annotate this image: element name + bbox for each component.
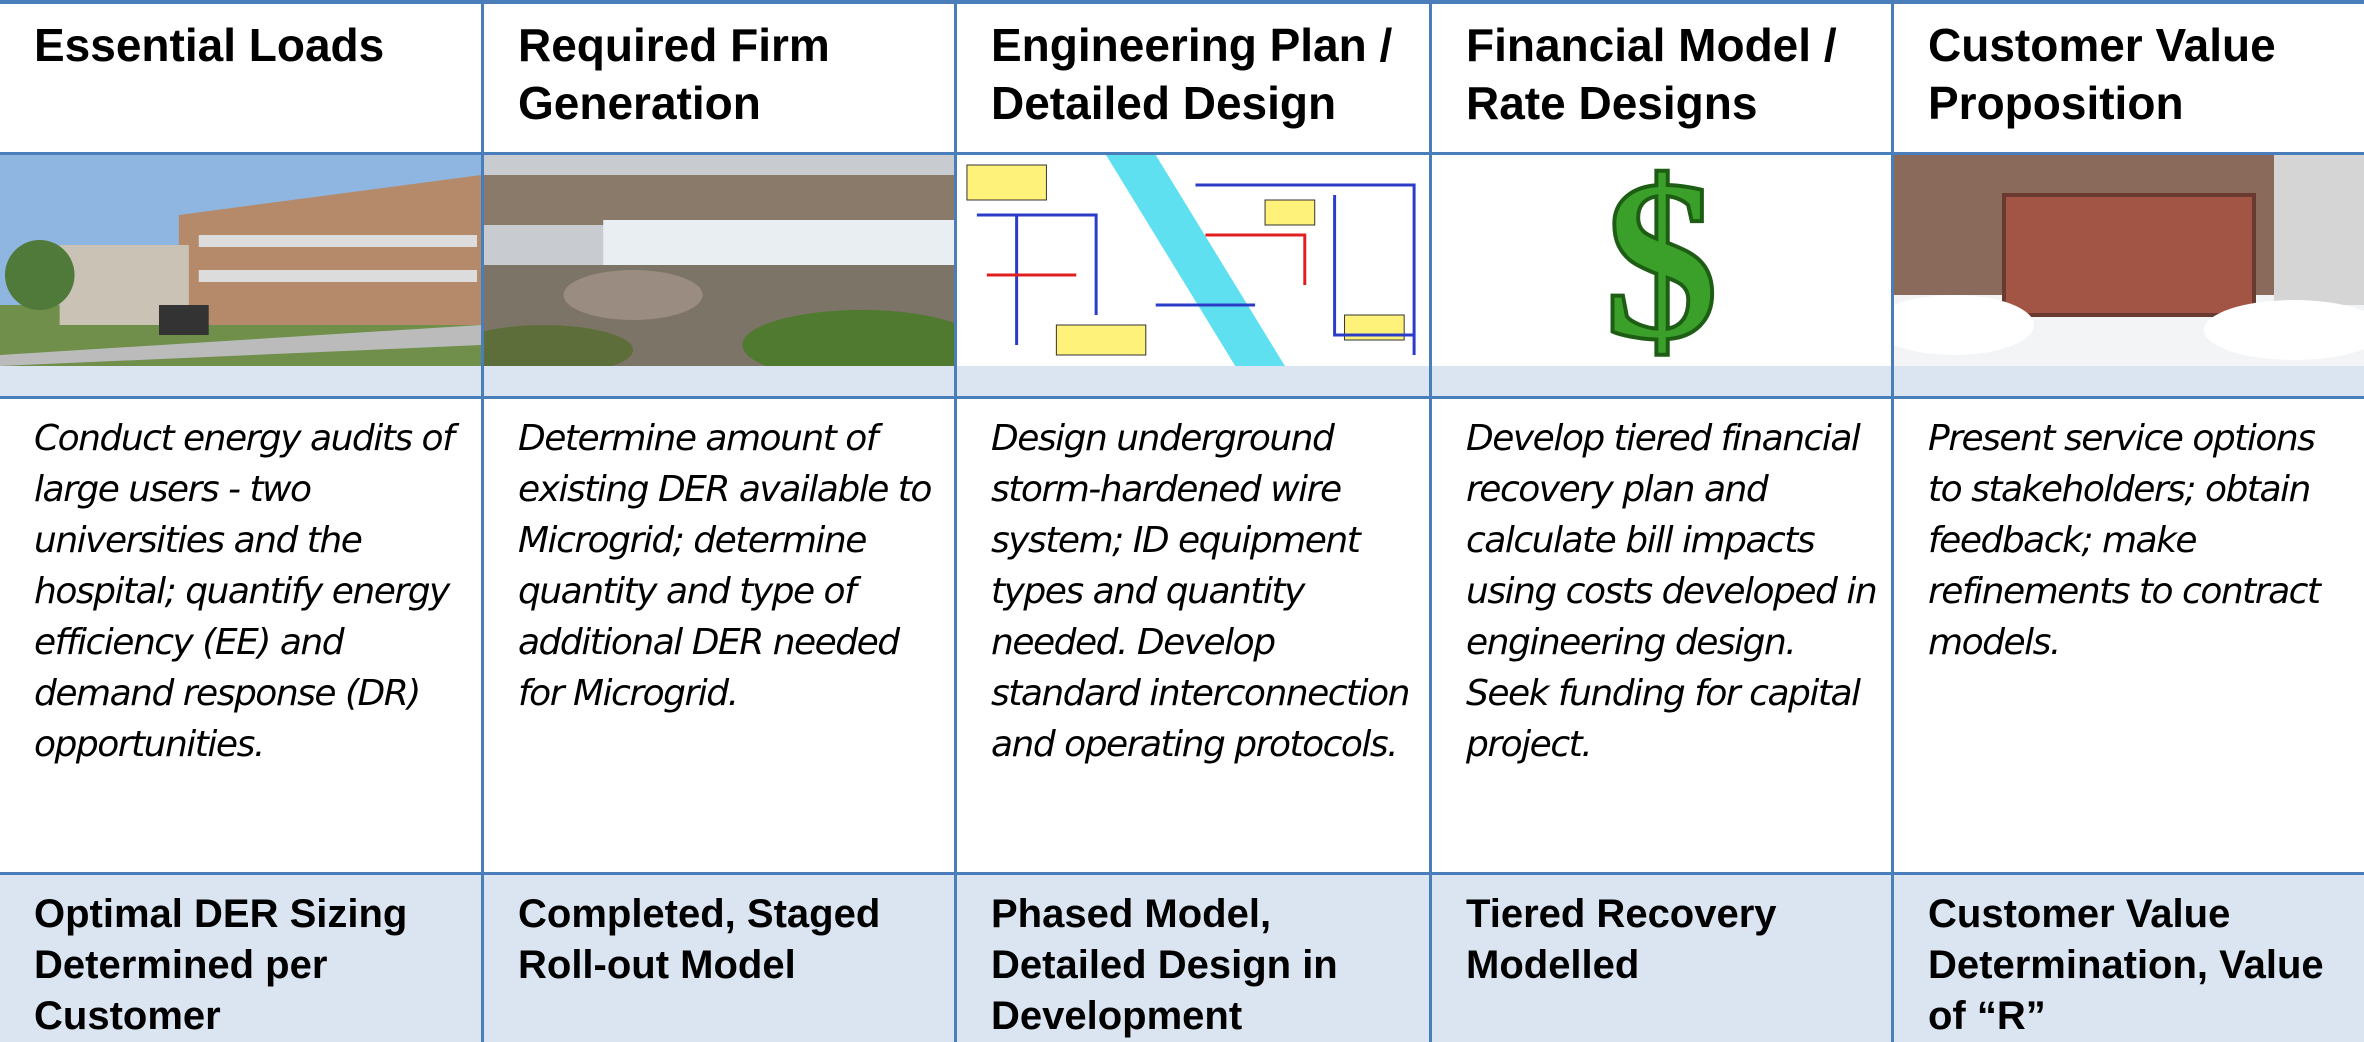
waterfall-photo [484,155,954,366]
column-outcome: Phased Model, Detailed Design in Develop… [957,875,1432,1042]
column-outcome: Customer Value Determination, Value of “… [1894,875,2364,1042]
schematic-image [957,155,1429,366]
column-title: Required Firm Generation [484,4,957,155]
column-description: Develop tiered financial recovery plan a… [1432,399,1894,875]
sign-photo [1894,155,2364,366]
column-outcome: Tiered Recovery Modelled [1432,875,1894,1042]
column-title: Financial Model / Rate Designs [1432,4,1894,155]
column-outcome: Optimal DER Sizing Determined per Custom… [0,875,484,1042]
column-title: Essential Loads [0,4,484,155]
svg-text:$: $ [1604,155,1718,366]
dollar-image: $ [1432,155,1891,366]
photo-cell [957,155,1432,399]
photo-cell [1894,155,2364,399]
photo-cell [484,155,957,399]
building-photo [0,155,481,366]
column-description: Present service options to stakeholders;… [1894,399,2364,875]
photo-cell [0,155,484,399]
column-outcome: Completed, Staged Roll-out Model [484,875,957,1042]
column-description: Determine amount of existing DER availab… [484,399,957,875]
column-description: Design underground storm-hardened wire s… [957,399,1432,875]
column-title: Customer Value Proposition [1894,4,2364,155]
photo-cell: $ [1432,155,1894,399]
column-description: Conduct energy audits of large users - t… [0,399,484,875]
column-title: Engineering Plan / Detailed Design [957,4,1432,155]
